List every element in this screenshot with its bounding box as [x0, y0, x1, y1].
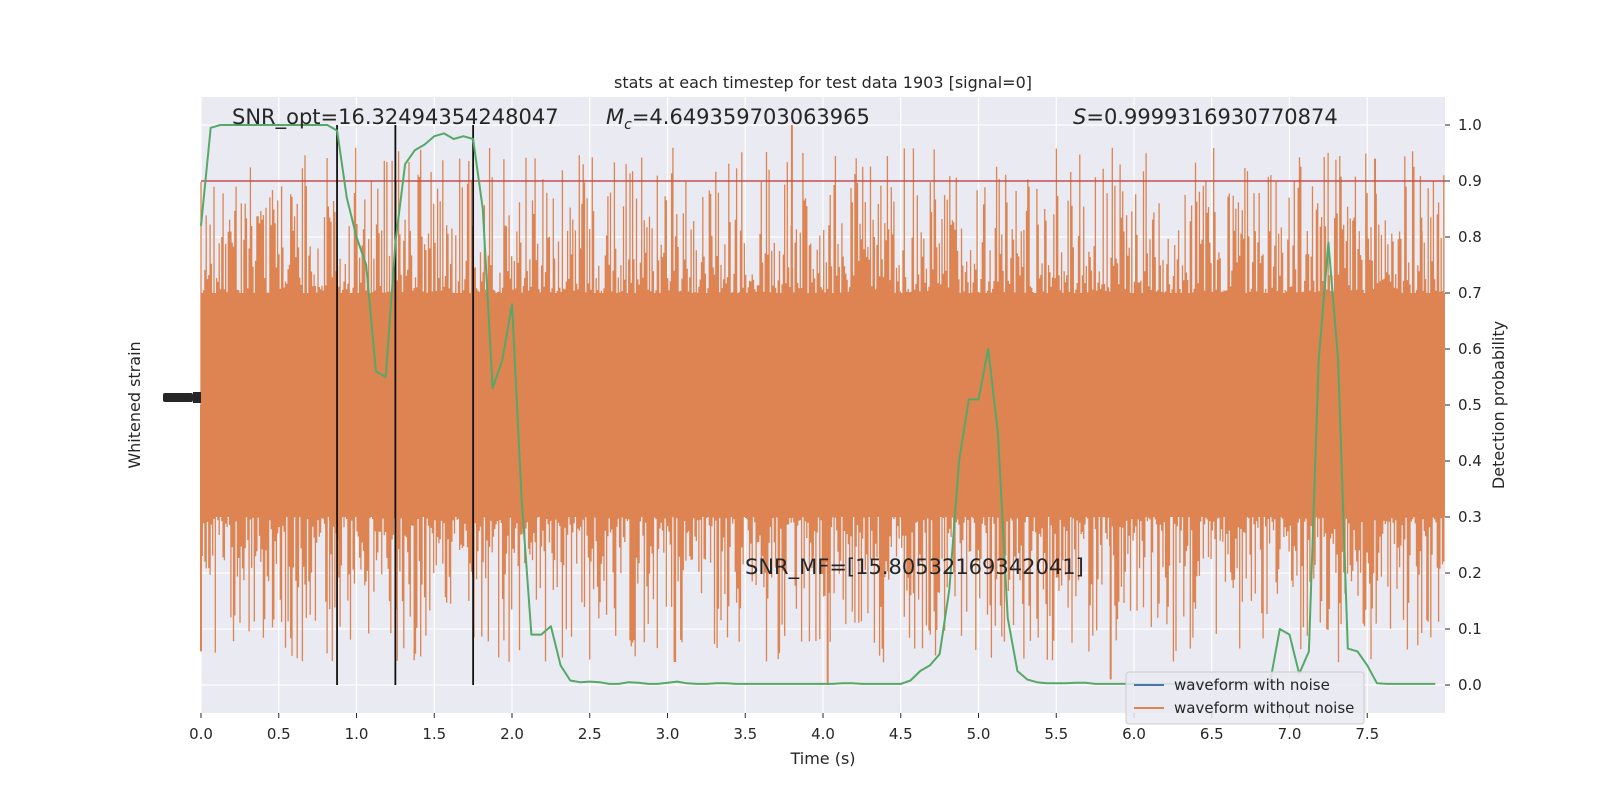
x-ticks: 0.0 0.5 1.0 1.5 2.0 2.5 3.0 3.5 4.0 4.5 5.0 5.5 6.0 6… — [189, 713, 1379, 743]
x-tick-label: 5.0 — [967, 725, 991, 743]
x-tick-label: 2.5 — [578, 725, 602, 743]
x-axis-label: Time (s) — [789, 749, 855, 768]
s-annotation: S=0.9999316930770874 — [1073, 105, 1338, 129]
snr-opt-annotation: SNR_opt=16.32494354248047 — [232, 105, 559, 130]
y-tick-label: 0.4 — [1458, 452, 1482, 470]
chart-title: stats at each timestep for test data 190… — [614, 73, 1032, 92]
legend-box — [1125, 671, 1365, 725]
y-tick-label: 1.0 — [1458, 116, 1482, 134]
waveform-without-noise-series — [200, 125, 1445, 685]
x-tick-label: 1.0 — [345, 725, 369, 743]
s-symbol: S — [1073, 105, 1086, 129]
y-tick-label: 0.2 — [1458, 564, 1482, 582]
left-axis-tick-mark — [193, 392, 201, 403]
mc-annotation: Mc=4.649359703063965 — [606, 105, 870, 133]
legend-label-with-noise: waveform with noise — [1174, 676, 1330, 694]
noise-spikes — [200, 147, 1445, 663]
legend-label-without-noise: waveform without noise — [1174, 699, 1354, 717]
left-axis-ticks — [163, 392, 201, 403]
left-axis-tick-cluster — [163, 393, 193, 402]
y-axis-left-label: Whitened strain — [125, 341, 144, 468]
y-tick-label: 0.5 — [1458, 396, 1482, 414]
x-tick-label: 4.0 — [811, 725, 835, 743]
y-tick-label: 0.1 — [1458, 620, 1482, 638]
x-tick-label: 7.0 — [1278, 725, 1302, 743]
mc-symbol: M — [606, 105, 624, 129]
x-tick-label: 2.0 — [500, 725, 524, 743]
x-tick-label: 6.5 — [1200, 725, 1224, 743]
legend: waveform with noise waveform without noi… — [1125, 671, 1365, 725]
y-axis-right-label: Detection probability — [1489, 321, 1508, 489]
x-tick-label: 0.5 — [267, 725, 291, 743]
mc-subscript: c — [624, 117, 632, 133]
y-tick-label: 0.9 — [1458, 172, 1482, 190]
x-tick-label: 3.0 — [656, 725, 680, 743]
mc-value: =4.649359703063965 — [632, 105, 870, 129]
y-tick-label: 0.6 — [1458, 340, 1482, 358]
y-tick-label: 0.8 — [1458, 228, 1482, 246]
x-tick-label: 4.5 — [889, 725, 913, 743]
y-tick-label: 0.7 — [1458, 284, 1482, 302]
snr-mf-annotation: SNR_MF=[15.80532169342041] — [745, 555, 1084, 580]
y-tick-label: 0.3 — [1458, 508, 1482, 526]
y-tick-label: 0.0 — [1458, 676, 1482, 694]
x-tick-label: 0.0 — [189, 725, 213, 743]
vertical-markers — [336, 125, 475, 685]
x-tick-label: 5.5 — [1044, 725, 1068, 743]
x-tick-label: 7.5 — [1355, 725, 1379, 743]
s-value: =0.9999316930770874 — [1086, 105, 1337, 129]
x-tick-label: 3.5 — [733, 725, 757, 743]
x-tick-label: 1.5 — [422, 725, 446, 743]
x-tick-label: 6.0 — [1122, 725, 1146, 743]
y-right-ticks: 0.0 0.1 0.2 0.3 0.4 0.5 0.6 0.7 0.8 0.9 1.0 — [1445, 116, 1482, 694]
